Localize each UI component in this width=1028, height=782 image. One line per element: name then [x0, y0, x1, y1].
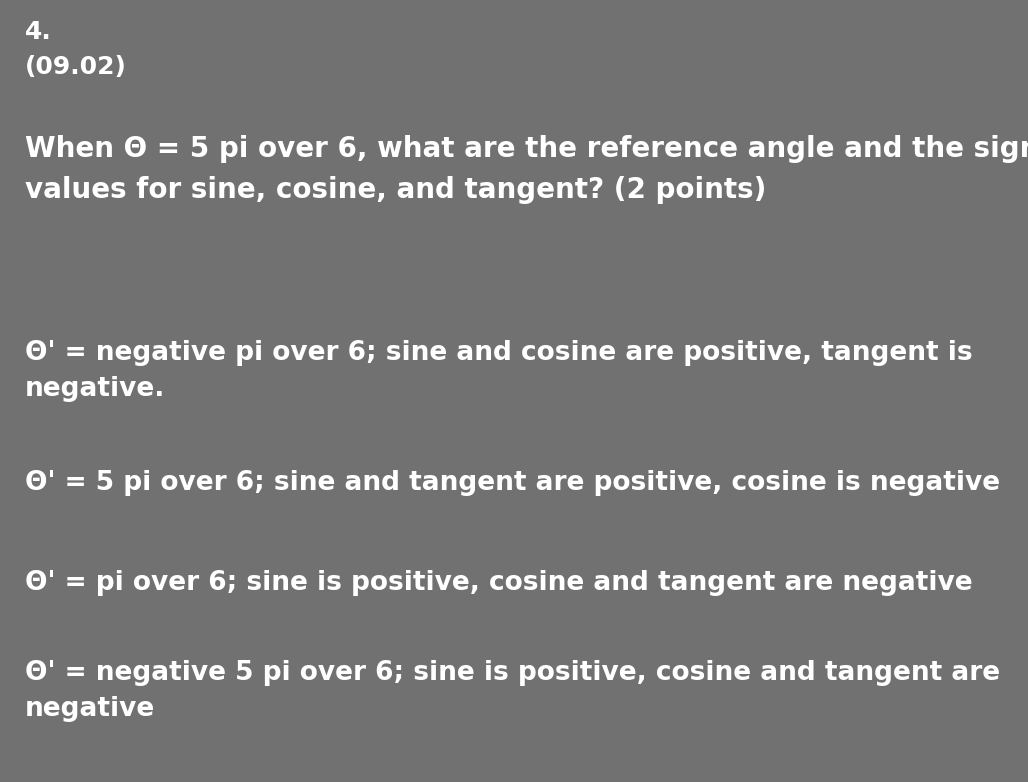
Text: Θ' = negative pi over 6; sine and cosine are positive, tangent is
negative.: Θ' = negative pi over 6; sine and cosine… — [25, 340, 972, 402]
Text: Θ' = negative 5 pi over 6; sine is positive, cosine and tangent are
negative: Θ' = negative 5 pi over 6; sine is posit… — [25, 660, 1000, 722]
Text: Θ' = pi over 6; sine is positive, cosine and tangent are negative: Θ' = pi over 6; sine is positive, cosine… — [25, 570, 972, 596]
Text: (09.02): (09.02) — [25, 55, 126, 79]
Text: When Θ = 5 pi over 6, what are the reference angle and the sign
values for sine,: When Θ = 5 pi over 6, what are the refer… — [25, 135, 1028, 204]
Text: 4.: 4. — [25, 20, 51, 44]
Text: Θ' = 5 pi over 6; sine and tangent are positive, cosine is negative: Θ' = 5 pi over 6; sine and tangent are p… — [25, 470, 1000, 496]
